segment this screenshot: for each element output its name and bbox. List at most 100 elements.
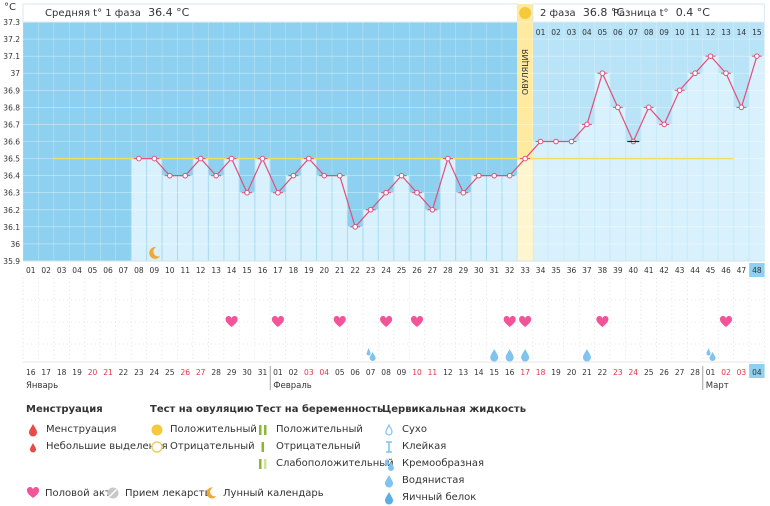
month-label: Март — [706, 381, 729, 391]
temp-point — [367, 206, 374, 213]
temp-column — [595, 73, 610, 261]
temp-point — [228, 155, 235, 162]
temp-point — [491, 172, 498, 179]
cycle-day-label: 08 — [134, 266, 144, 275]
temp-point — [707, 53, 714, 59]
post-ovulation-day: 10 — [675, 28, 685, 37]
creamy-drop-icon — [385, 457, 394, 471]
phase2-stat: 2 фаза 36.8 °C — [540, 6, 624, 19]
heart-icon — [225, 315, 238, 327]
y-tick-label: 36 — [10, 240, 20, 249]
phase1-stat: Средняя t° 1 фаза 36.4 °C — [45, 6, 189, 19]
temp-column — [208, 175, 224, 261]
phase2-value: 36.8 °C — [582, 6, 625, 19]
phase1-value: 36.4 °C — [148, 6, 190, 19]
temp-point — [166, 172, 173, 179]
temp-point — [661, 121, 667, 128]
cycle-day-label: 28 — [443, 266, 453, 275]
post-ovulation-day: 02 — [551, 28, 561, 37]
cycle-day-label: 10 — [165, 266, 175, 275]
pill-icon — [107, 487, 119, 499]
calendar-date: 24 — [629, 368, 639, 377]
cycle-day-label: 33 — [520, 266, 530, 275]
temp-point — [584, 121, 590, 128]
cycle-day-label: 06 — [103, 266, 113, 275]
cycle-day-label: 48 — [752, 266, 762, 275]
legend-label: Кремообразная — [402, 458, 485, 469]
cycle-day-label: 24 — [381, 266, 391, 275]
temp-point — [429, 206, 436, 213]
temp-point — [754, 53, 760, 59]
cycle-day-label: 09 — [150, 266, 160, 275]
cycle-day-label: 26 — [412, 266, 422, 275]
temp-column — [626, 141, 641, 261]
temp-point — [383, 189, 389, 196]
calendar-date: 12 — [443, 368, 453, 377]
cycle-day-label: 01 — [26, 266, 36, 275]
temp-point — [275, 189, 281, 196]
temp-point — [398, 172, 405, 179]
temp-point — [537, 138, 544, 145]
cycle-day-label: 42 — [659, 266, 669, 275]
legend-label: Сухо — [402, 424, 427, 435]
cycle-day-label: 19 — [304, 266, 314, 275]
temp-point — [136, 155, 142, 162]
calendar-date: 04 — [752, 368, 762, 377]
y-tick-label: 36.7 — [3, 120, 20, 129]
cycle-day-label: 03 — [57, 266, 67, 275]
y-tick-label: 37.2 — [3, 35, 20, 44]
temp-point — [352, 224, 358, 230]
phase2-label: 2 фаза — [540, 8, 576, 19]
water-drop-icon — [385, 474, 393, 487]
cycle-day-label: 17 — [273, 266, 283, 275]
water-drop-icon — [490, 349, 499, 362]
cycle-day-label: 12 — [196, 266, 206, 275]
cycle-day-label: 21 — [335, 266, 345, 275]
y-tick-label: 36.4 — [3, 172, 20, 181]
legend-intercourse: Половой акт — [26, 486, 111, 500]
calendar-date: 03 — [737, 368, 747, 377]
calendar-date: 04 — [320, 368, 330, 377]
legend-item-spotting: Небольшие выделения — [26, 438, 168, 455]
post-ovulation-day: 14 — [737, 28, 747, 37]
calendar-date: 15 — [489, 368, 499, 377]
legend-item-ovtest-negative: Отрицательный — [150, 438, 257, 455]
heart-icon — [410, 315, 424, 327]
calendar-date: 30 — [242, 368, 252, 377]
cycle-day-label: 07 — [119, 266, 129, 275]
creamy-drop-icon — [706, 348, 711, 356]
highlighted-date-box — [749, 364, 765, 378]
legend-label: Клейкая — [402, 441, 447, 452]
legend-label: Половой акт — [45, 487, 111, 499]
legend-cervical-fluid: Цервикальная жидкость Сухо Клейкая Кремо… — [382, 404, 526, 506]
temp-point — [414, 189, 420, 196]
y-tick-label: 36.1 — [3, 223, 20, 232]
temp-point — [553, 138, 559, 145]
cycle-day-label: 41 — [644, 266, 654, 275]
legend-item-sticky: Клейкая — [382, 438, 526, 455]
temp-point — [321, 172, 328, 179]
legend-label: Положительный — [170, 424, 257, 435]
legend-item-ptest-weak: Слабоположительный — [256, 455, 394, 472]
cycle-day-label: 27 — [428, 266, 438, 275]
temp-column — [471, 175, 486, 261]
legend-item-watery: Водянистая — [382, 472, 526, 489]
empty-drop-icon — [385, 423, 393, 436]
legend-label: Отрицательный — [276, 441, 361, 452]
empty-circle-icon — [151, 440, 163, 453]
temp-point — [460, 189, 467, 196]
cycle-day-label: 05 — [88, 266, 98, 275]
cycle-day-label: 31 — [489, 266, 499, 275]
single-bar-icon — [261, 441, 264, 452]
cycle-day-label: 16 — [258, 266, 268, 275]
y-tick-label: 37.1 — [3, 52, 20, 61]
highlighted-day-box — [749, 263, 765, 277]
calendar-date: 26 — [180, 368, 190, 377]
temp-point — [645, 104, 652, 111]
diff-value: 0.4 °C — [675, 6, 710, 19]
water-drop-icon — [521, 349, 530, 362]
temp-column — [162, 175, 177, 261]
calendar-date: 18 — [536, 368, 546, 377]
temp-column — [548, 141, 564, 261]
calendar-date: 16 — [505, 368, 515, 377]
